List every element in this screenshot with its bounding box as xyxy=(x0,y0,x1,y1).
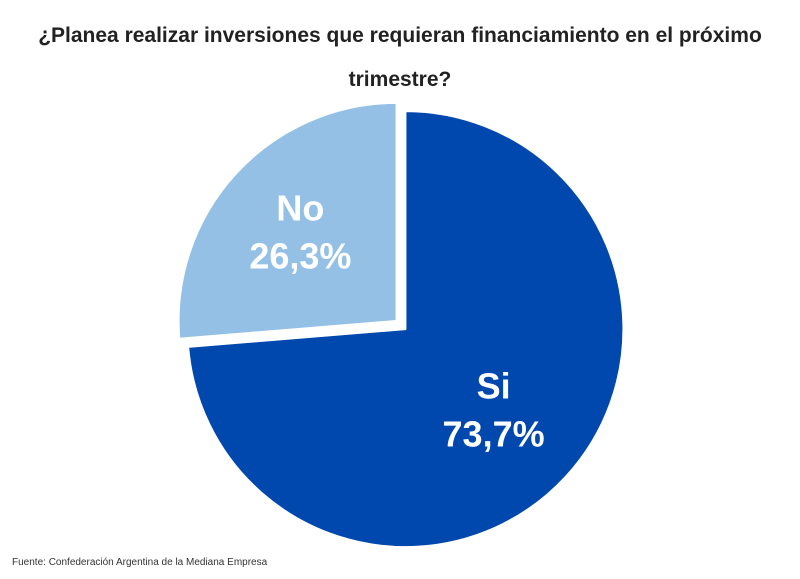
pie-slice-si xyxy=(187,110,625,549)
source-note: Fuente: Confederación Argentina de la Me… xyxy=(12,557,268,568)
slice-label-si: Si xyxy=(477,365,511,406)
slice-value-si: 73,7% xyxy=(443,413,545,454)
pie-slice-no xyxy=(177,101,398,340)
slice-label-no: No xyxy=(276,187,324,228)
slice-value-no: 26,3% xyxy=(249,235,351,276)
chart-title: ¿Planea realizar inversiones que requier… xyxy=(38,24,762,91)
